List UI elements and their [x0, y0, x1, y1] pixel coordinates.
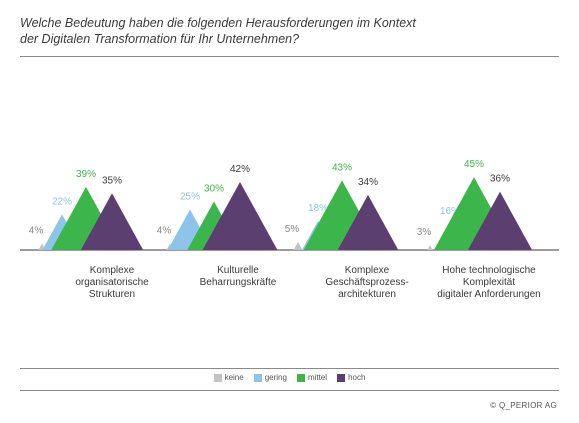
legend-divider-bottom: [20, 390, 559, 391]
title-line-1: Welche Bedeutung haben die folgenden Her…: [20, 16, 416, 30]
mountain-keine-3: [293, 241, 303, 250]
legend-item-hoch: hoch: [337, 373, 365, 382]
value-label-mittel-1: 39%: [76, 169, 96, 180]
chart-group-4: 3% 16% 45% 36%: [417, 159, 533, 250]
value-label-hoch-4: 36%: [490, 174, 510, 185]
chart-group-2: 4% 25% 30% 42%: [157, 164, 278, 250]
category-1-line-3: Strukturen: [88, 289, 136, 300]
value-label-gering-4: 16%: [440, 206, 460, 217]
category-4-line-1: Hohe technologische: [442, 265, 536, 276]
category-label-3: Komplexe Geschäftsprozess- architekturen: [302, 265, 432, 301]
value-label-mittel-4: 45%: [464, 159, 484, 170]
value-label-gering-3: 18%: [308, 203, 328, 214]
category-4-line-2: Komplexität: [462, 277, 516, 288]
legend-divider-top: [20, 368, 559, 369]
value-label-hoch-2: 42%: [230, 164, 250, 175]
value-label-keine-3: 5%: [285, 224, 300, 235]
category-4-line-3: digitaler Anforderungen: [437, 289, 541, 300]
legend-item-mittel: mittel: [296, 373, 328, 382]
category-2-line-2: Beharrungskräfte: [199, 277, 277, 288]
title-line-2: der Digitalen Transformation für Ihr Unt…: [20, 32, 300, 46]
category-3-line-2: Geschäftsprozess-: [325, 277, 409, 288]
top-divider: [20, 56, 559, 57]
value-label-gering-2: 25%: [180, 192, 200, 203]
value-label-keine-4: 3%: [417, 227, 432, 238]
mountain-hoch-4: [467, 191, 533, 250]
legend-swatch-mittel: [296, 373, 305, 382]
mountain-hoch-2: [202, 181, 278, 250]
legend-label-mittel: mittel: [307, 373, 328, 382]
value-label-keine-1: 4%: [29, 226, 44, 237]
mountain-keine-4: [427, 245, 433, 250]
mountain-hoch-1: [80, 193, 144, 250]
legend-label-hoch: hoch: [348, 373, 366, 382]
category-2-line-1: Kulturelle: [217, 265, 259, 276]
copyright-notice: © Q_PERIOR AG: [490, 401, 557, 410]
value-label-gering-1: 22%: [52, 196, 72, 207]
mountain-hoch-3: [337, 194, 399, 250]
category-3-line-3: architekturen: [338, 289, 396, 300]
chart-title: Welche Bedeutung haben die folgenden Her…: [20, 15, 560, 47]
legend-item-gering: gering: [253, 373, 287, 382]
legend-swatch-gering: [253, 373, 262, 382]
legend: keine gering mittel hoch: [0, 373, 579, 382]
legend-label-keine: keine: [224, 373, 244, 382]
legend-swatch-keine: [213, 373, 222, 382]
legend-item-keine: keine: [213, 373, 244, 382]
chart-group-3: 5% 18% 43% 34%: [285, 162, 399, 250]
value-label-mittel-2: 30%: [204, 183, 224, 194]
category-label-4: Hohe technologische Komplexität digitale…: [424, 265, 554, 301]
value-label-hoch-3: 34%: [358, 177, 378, 188]
category-1-line-1: Komplexe: [89, 265, 135, 276]
category-label-2: Kulturelle Beharrungskräfte: [173, 265, 303, 289]
legend-label-gering: gering: [264, 373, 287, 382]
value-label-keine-2: 4%: [157, 226, 172, 237]
value-label-hoch-1: 35%: [102, 175, 122, 186]
chart-group-1: 4% 22% 39% 35%: [29, 169, 144, 250]
category-label-1: Komplexe organisatorische Strukturen: [47, 265, 177, 301]
value-label-mittel-3: 43%: [332, 162, 352, 173]
category-1-line-2: organisatorische: [75, 277, 149, 288]
legend-swatch-hoch: [337, 373, 346, 382]
category-3-line-1: Komplexe: [344, 265, 390, 276]
